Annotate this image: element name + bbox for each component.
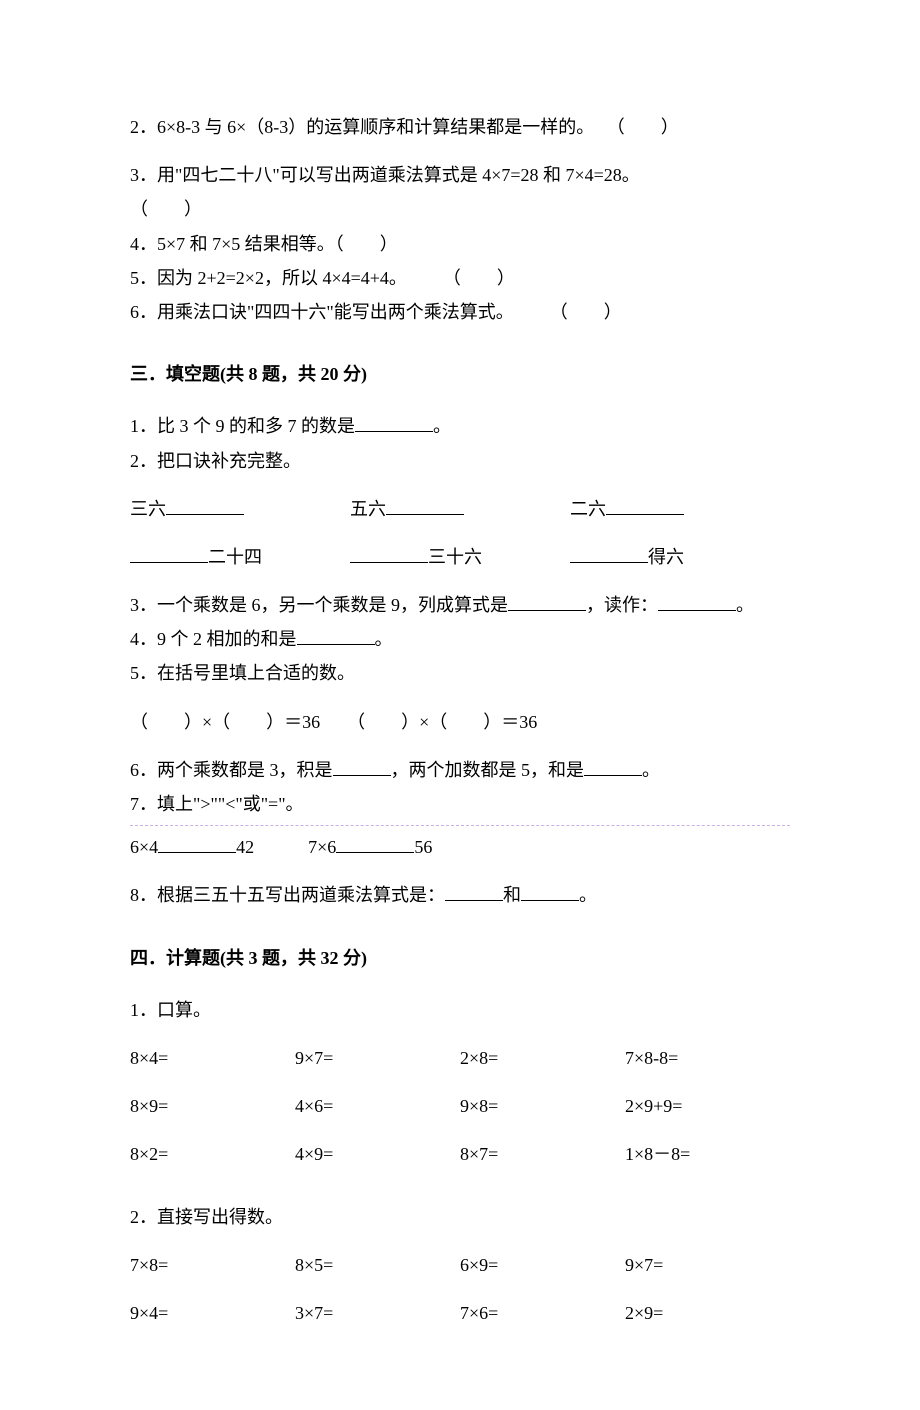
blank [386, 496, 464, 515]
fill-q2: 2．把口诀补充完整。 [130, 444, 790, 478]
fill-q6-b: ，两个加数都是 5，和是 [391, 760, 585, 780]
calc-q1-row2: 8×9= 4×6= 9×8= 2×9+9= [130, 1089, 790, 1123]
fill-q1-a: 1．比 3 个 9 的和多 7 的数是 [130, 416, 355, 436]
calc-cell: 4×6= [295, 1089, 460, 1123]
tf-q4: 4．5×7 和 7×5 结果相等。（ ） [130, 227, 790, 261]
calc-cell: 4×9= [295, 1137, 460, 1171]
calc-q2: 2．直接写出得数。 [130, 1200, 790, 1234]
calc-cell: 7×8= [130, 1248, 295, 1282]
blank [350, 544, 428, 563]
tf-q3-paren-line: （ ） [130, 192, 790, 226]
tf-q5: 5．因为 2+2=2×2，所以 4×4=4+4。 （ ） [130, 261, 790, 295]
label: 三十六 [428, 547, 482, 567]
calc-cell: 8×5= [295, 1248, 460, 1282]
blank [158, 834, 236, 853]
section-4-header: 四．计算题(共 3 题，共 32 分) [130, 941, 790, 975]
fill-q7-line: 6×4 42 7×6 56 [130, 830, 790, 864]
calc-cell: 8×7= [460, 1137, 625, 1171]
fill-q7: 7．填上">""<"或"="。 [130, 787, 790, 821]
blank [355, 413, 433, 432]
calc-cell: 8×9= [130, 1089, 295, 1123]
tf-q2-text: 2．6×8-3 与 6×（8-3）的运算顺序和计算结果都是一样的。 [130, 117, 594, 137]
blank [445, 882, 503, 901]
tf-q4-text: 4．5×7 和 7×5 结果相等。（ ） [130, 234, 398, 254]
label: 三六 [130, 499, 166, 519]
fill-q1: 1．比 3 个 9 的和多 7 的数是 。 [130, 409, 790, 443]
tf-q6: 6．用乘法口诀"四四十六"能写出两个乘法算式。 （ ） [130, 295, 790, 329]
fill-q4-a: 4．9 个 2 相加的和是 [130, 629, 297, 649]
calc-cell: 2×9+9= [625, 1089, 790, 1123]
fill-q6-a: 6．两个乘数都是 3，积是 [130, 760, 333, 780]
label: 二六 [570, 499, 606, 519]
fill-q3-b: ，读作： [586, 595, 658, 615]
fill-q2-r2-c1: 二十四 [130, 540, 350, 574]
calc-q1: 1．口算。 [130, 993, 790, 1027]
tf-q2-paren: （ ） [599, 110, 679, 144]
fill-q6: 6．两个乘数都是 3，积是 ，两个加数都是 5，和是 。 [130, 753, 790, 787]
calc-cell: 8×2= [130, 1137, 295, 1171]
blank [508, 592, 586, 611]
calc-cell: 9×7= [625, 1248, 790, 1282]
fill-q4-b: 。 [375, 629, 393, 649]
fill-q2-r2-c3: 得六 [570, 540, 790, 574]
blank [584, 757, 642, 776]
calc-q2-row2: 9×4= 3×7= 7×6= 2×9= [130, 1296, 790, 1330]
calc-cell: 7×6= [460, 1296, 625, 1330]
fill-q2-row1: 三六 五六 二六 [130, 492, 790, 526]
blank [166, 496, 244, 515]
blank [130, 544, 208, 563]
fill-q2-row2: 二十四 三十六 得六 [130, 540, 790, 574]
fill-q8-b: 和 [503, 885, 521, 905]
fill-q3-a: 3．一个乘数是 6，另一个乘数是 9，列成算式是 [130, 595, 508, 615]
blank [297, 626, 375, 645]
calc-cell: 9×8= [460, 1089, 625, 1123]
fill-q2-r1-c2: 五六 [350, 492, 570, 526]
calc-cell: 1×8－8= [625, 1137, 790, 1171]
tf-q3-paren: （ ） [130, 199, 202, 219]
blank [570, 544, 648, 563]
fill-q2-r1-c1: 三六 [130, 492, 350, 526]
calc-cell: 7×8-8= [625, 1041, 790, 1075]
tf-q3-text: 3．用"四七二十八"可以写出两道乘法算式是 4×7=28 和 7×4=28。 [130, 165, 640, 185]
calc-cell: 2×9= [625, 1296, 790, 1330]
blank [521, 882, 579, 901]
blank [333, 757, 391, 776]
wavy-divider [130, 825, 790, 826]
fill-q8-a: 8．根据三五十五写出两道乘法算式是： [130, 885, 445, 905]
fill-q2-r2-c2: 三十六 [350, 540, 570, 574]
blank [658, 592, 736, 611]
calc-cell: 8×4= [130, 1041, 295, 1075]
tf-q3: 3．用"四七二十八"可以写出两道乘法算式是 4×7=28 和 7×4=28。 [130, 158, 790, 192]
fill-q4: 4．9 个 2 相加的和是 。 [130, 622, 790, 656]
label: 得六 [648, 547, 684, 567]
fill-q2-r1-c3: 二六 [570, 492, 790, 526]
calc-cell: 9×4= [130, 1296, 295, 1330]
blank [606, 496, 684, 515]
calc-cell: 6×9= [460, 1248, 625, 1282]
fill-q1-b: 。 [433, 416, 451, 436]
fill-q7-c: 56 [414, 837, 432, 857]
fill-q6-c: 。 [642, 760, 660, 780]
fill-q3-c: 。 [736, 595, 754, 615]
label: 二十四 [208, 547, 262, 567]
calc-cell: 3×7= [295, 1296, 460, 1330]
tf-q6-text: 6．用乘法口诀"四四十六"能写出两个乘法算式。 （ ） [130, 302, 622, 322]
calc-cell: 2×8= [460, 1041, 625, 1075]
fill-q7-b: 42 7×6 [236, 837, 336, 857]
fill-q8: 8．根据三五十五写出两道乘法算式是： 和 。 [130, 878, 790, 912]
fill-q7-a: 6×4 [130, 837, 158, 857]
calc-q1-row3: 8×2= 4×9= 8×7= 1×8－8= [130, 1137, 790, 1171]
tf-q5-text: 5．因为 2+2=2×2，所以 4×4=4+4。 （ ） [130, 268, 515, 288]
tf-q2: 2．6×8-3 与 6×（8-3）的运算顺序和计算结果都是一样的。 （ ） [130, 110, 790, 144]
calc-cell: 9×7= [295, 1041, 460, 1075]
blank [336, 834, 414, 853]
label: 五六 [350, 499, 386, 519]
fill-q5: 5．在括号里填上合适的数。 [130, 656, 790, 690]
section-3-header: 三．填空题(共 8 题，共 20 分) [130, 357, 790, 391]
fill-q5-line: （ ）×（ ）＝36 （ ）×（ ）＝36 [130, 705, 790, 739]
calc-q1-row1: 8×4= 9×7= 2×8= 7×8-8= [130, 1041, 790, 1075]
calc-q2-row1: 7×8= 8×5= 6×9= 9×7= [130, 1248, 790, 1282]
fill-q8-c: 。 [579, 885, 597, 905]
fill-q3: 3．一个乘数是 6，另一个乘数是 9，列成算式是 ，读作： 。 [130, 588, 790, 622]
